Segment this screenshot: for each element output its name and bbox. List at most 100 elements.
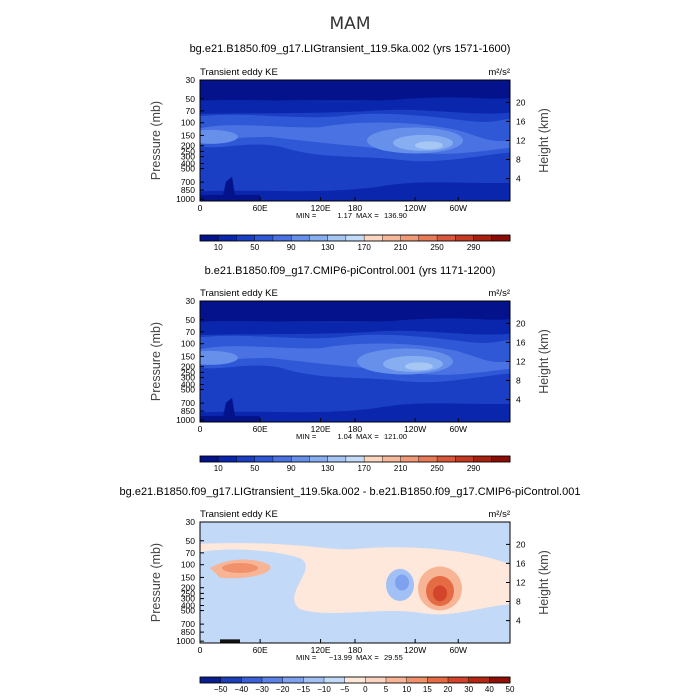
min-label: MIN =	[296, 432, 317, 441]
colorbar-swatch	[199, 676, 222, 684]
x-tick-label: 60E	[253, 203, 268, 213]
min-label: MIN =	[296, 653, 317, 662]
contour-fill-band	[200, 318, 510, 335]
max-value: 29.55	[384, 653, 403, 662]
y-axis-label: Pressure (mb)	[149, 322, 163, 401]
y-tick-label: 250	[181, 588, 195, 598]
x-tick-label: 120W	[404, 424, 426, 434]
contour-fill-top	[200, 301, 510, 322]
colorbar-swatch	[344, 676, 366, 684]
x-tick-label: 180	[348, 645, 362, 655]
colorbar-label: 10	[402, 685, 411, 694]
colorbar-label: 170	[357, 464, 371, 473]
panel-left-label: Transient eddy KE	[200, 67, 278, 78]
panel-2-title: b.e21.B1850.f09_g17.CMIP6-piControl.001 …	[204, 265, 496, 277]
contour-fill-jet-core-a	[200, 350, 238, 365]
y2-axis-label: Height (km)	[537, 329, 551, 394]
max-value: 136.90	[384, 211, 407, 220]
colorbar-frame	[199, 676, 511, 684]
y2-tick-label: 8	[516, 596, 521, 606]
contour-fill-top	[200, 80, 510, 101]
min-value: 1.04	[337, 432, 352, 441]
colorbar-label: 10	[214, 464, 223, 473]
contour-fill-topography	[220, 639, 240, 643]
panel-3-title: bg.e21.B1850.f09_g17.LIGtransient_119.5k…	[119, 486, 581, 498]
y2-tick-label: 16	[516, 558, 526, 568]
max-label: MAX =	[356, 211, 379, 220]
colorbar-label: 15	[423, 685, 432, 694]
contour-fill-positive-east-core	[433, 585, 447, 602]
x-tick-label: 120E	[311, 203, 331, 213]
colorbar-swatch	[447, 676, 470, 684]
x-tick-label: 60W	[449, 424, 466, 434]
contour-fill-surface	[200, 182, 510, 201]
y-tick-label: 300	[181, 152, 195, 162]
y-tick-label: 30	[186, 296, 196, 306]
colorbar-swatch	[468, 676, 490, 684]
contour-fill-negative-core	[395, 574, 409, 591]
panel-left-label: Transient eddy KE	[200, 288, 278, 299]
colorbar-label: 0	[363, 685, 368, 694]
y2-tick-label: 20	[516, 318, 526, 328]
x-tick-label: 60W	[449, 645, 466, 655]
y2-tick-label: 4	[516, 174, 521, 184]
colorbar-label: −5	[340, 685, 350, 694]
y-tick-label: 500	[181, 385, 195, 395]
x-tick-label: 180	[348, 203, 362, 213]
colorbar-label: −20	[276, 685, 290, 694]
y2-tick-label: 8	[516, 375, 521, 385]
y2-tick-label: 20	[516, 539, 526, 549]
y-tick-label: 50	[186, 94, 196, 104]
figure-title: MAM	[329, 14, 371, 34]
y-tick-label: 100	[181, 339, 195, 349]
y-tick-label: 50	[186, 536, 196, 546]
y-tick-label: 200	[181, 583, 195, 593]
colorbar-swatch	[282, 676, 304, 684]
x-tick-label: 0	[198, 203, 203, 213]
contour-fill-jet-core-d	[405, 362, 433, 371]
y-tick-label: 850	[181, 406, 195, 416]
colorbar-swatch	[406, 676, 428, 684]
y-tick-label: 1000	[176, 415, 195, 425]
min-value: −13.99	[329, 653, 352, 662]
y2-tick-label: 20	[516, 97, 526, 107]
y2-tick-label: 16	[516, 116, 526, 126]
y-tick-label: 250	[181, 367, 195, 377]
colorbar-swatch	[220, 676, 242, 684]
colorbar-label: 130	[321, 464, 335, 473]
y-axis-label: Pressure (mb)	[149, 543, 163, 622]
colorbar-label: −10	[317, 685, 331, 694]
colorbar-label: 210	[394, 243, 408, 252]
colorbar-label: 90	[287, 243, 296, 252]
colorbar-label: 50	[250, 243, 259, 252]
colorbar-swatch	[303, 676, 325, 684]
colorbar-label: −30	[255, 685, 269, 694]
max-label: MAX =	[356, 432, 379, 441]
y2-axis-label: Height (km)	[537, 550, 551, 615]
y-tick-label: 150	[181, 572, 195, 582]
x-tick-label: 60W	[449, 203, 466, 213]
y-tick-label: 70	[186, 106, 196, 116]
colorbar-label: 50	[506, 685, 515, 694]
y-tick-label: 150	[181, 130, 195, 140]
x-tick-label: 180	[348, 424, 362, 434]
x-tick-label: 0	[198, 645, 203, 655]
y2-tick-label: 8	[516, 154, 521, 164]
y-axis-label: Pressure (mb)	[149, 101, 163, 180]
x-tick-label: 120W	[404, 203, 426, 213]
y2-tick-label: 4	[516, 395, 521, 405]
max-value: 121.00	[384, 432, 407, 441]
colorbar-frame	[199, 455, 511, 463]
y-tick-label: 500	[181, 606, 195, 616]
contour-group	[200, 522, 510, 643]
x-tick-label: 120W	[404, 645, 426, 655]
y-tick-label: 1000	[176, 636, 195, 646]
contour-fill-band	[200, 97, 510, 114]
x-tick-label: 0	[198, 424, 203, 434]
colorbar-label: 130	[321, 243, 335, 252]
x-tick-label: 120E	[311, 424, 331, 434]
y-tick-label: 400	[181, 379, 195, 389]
